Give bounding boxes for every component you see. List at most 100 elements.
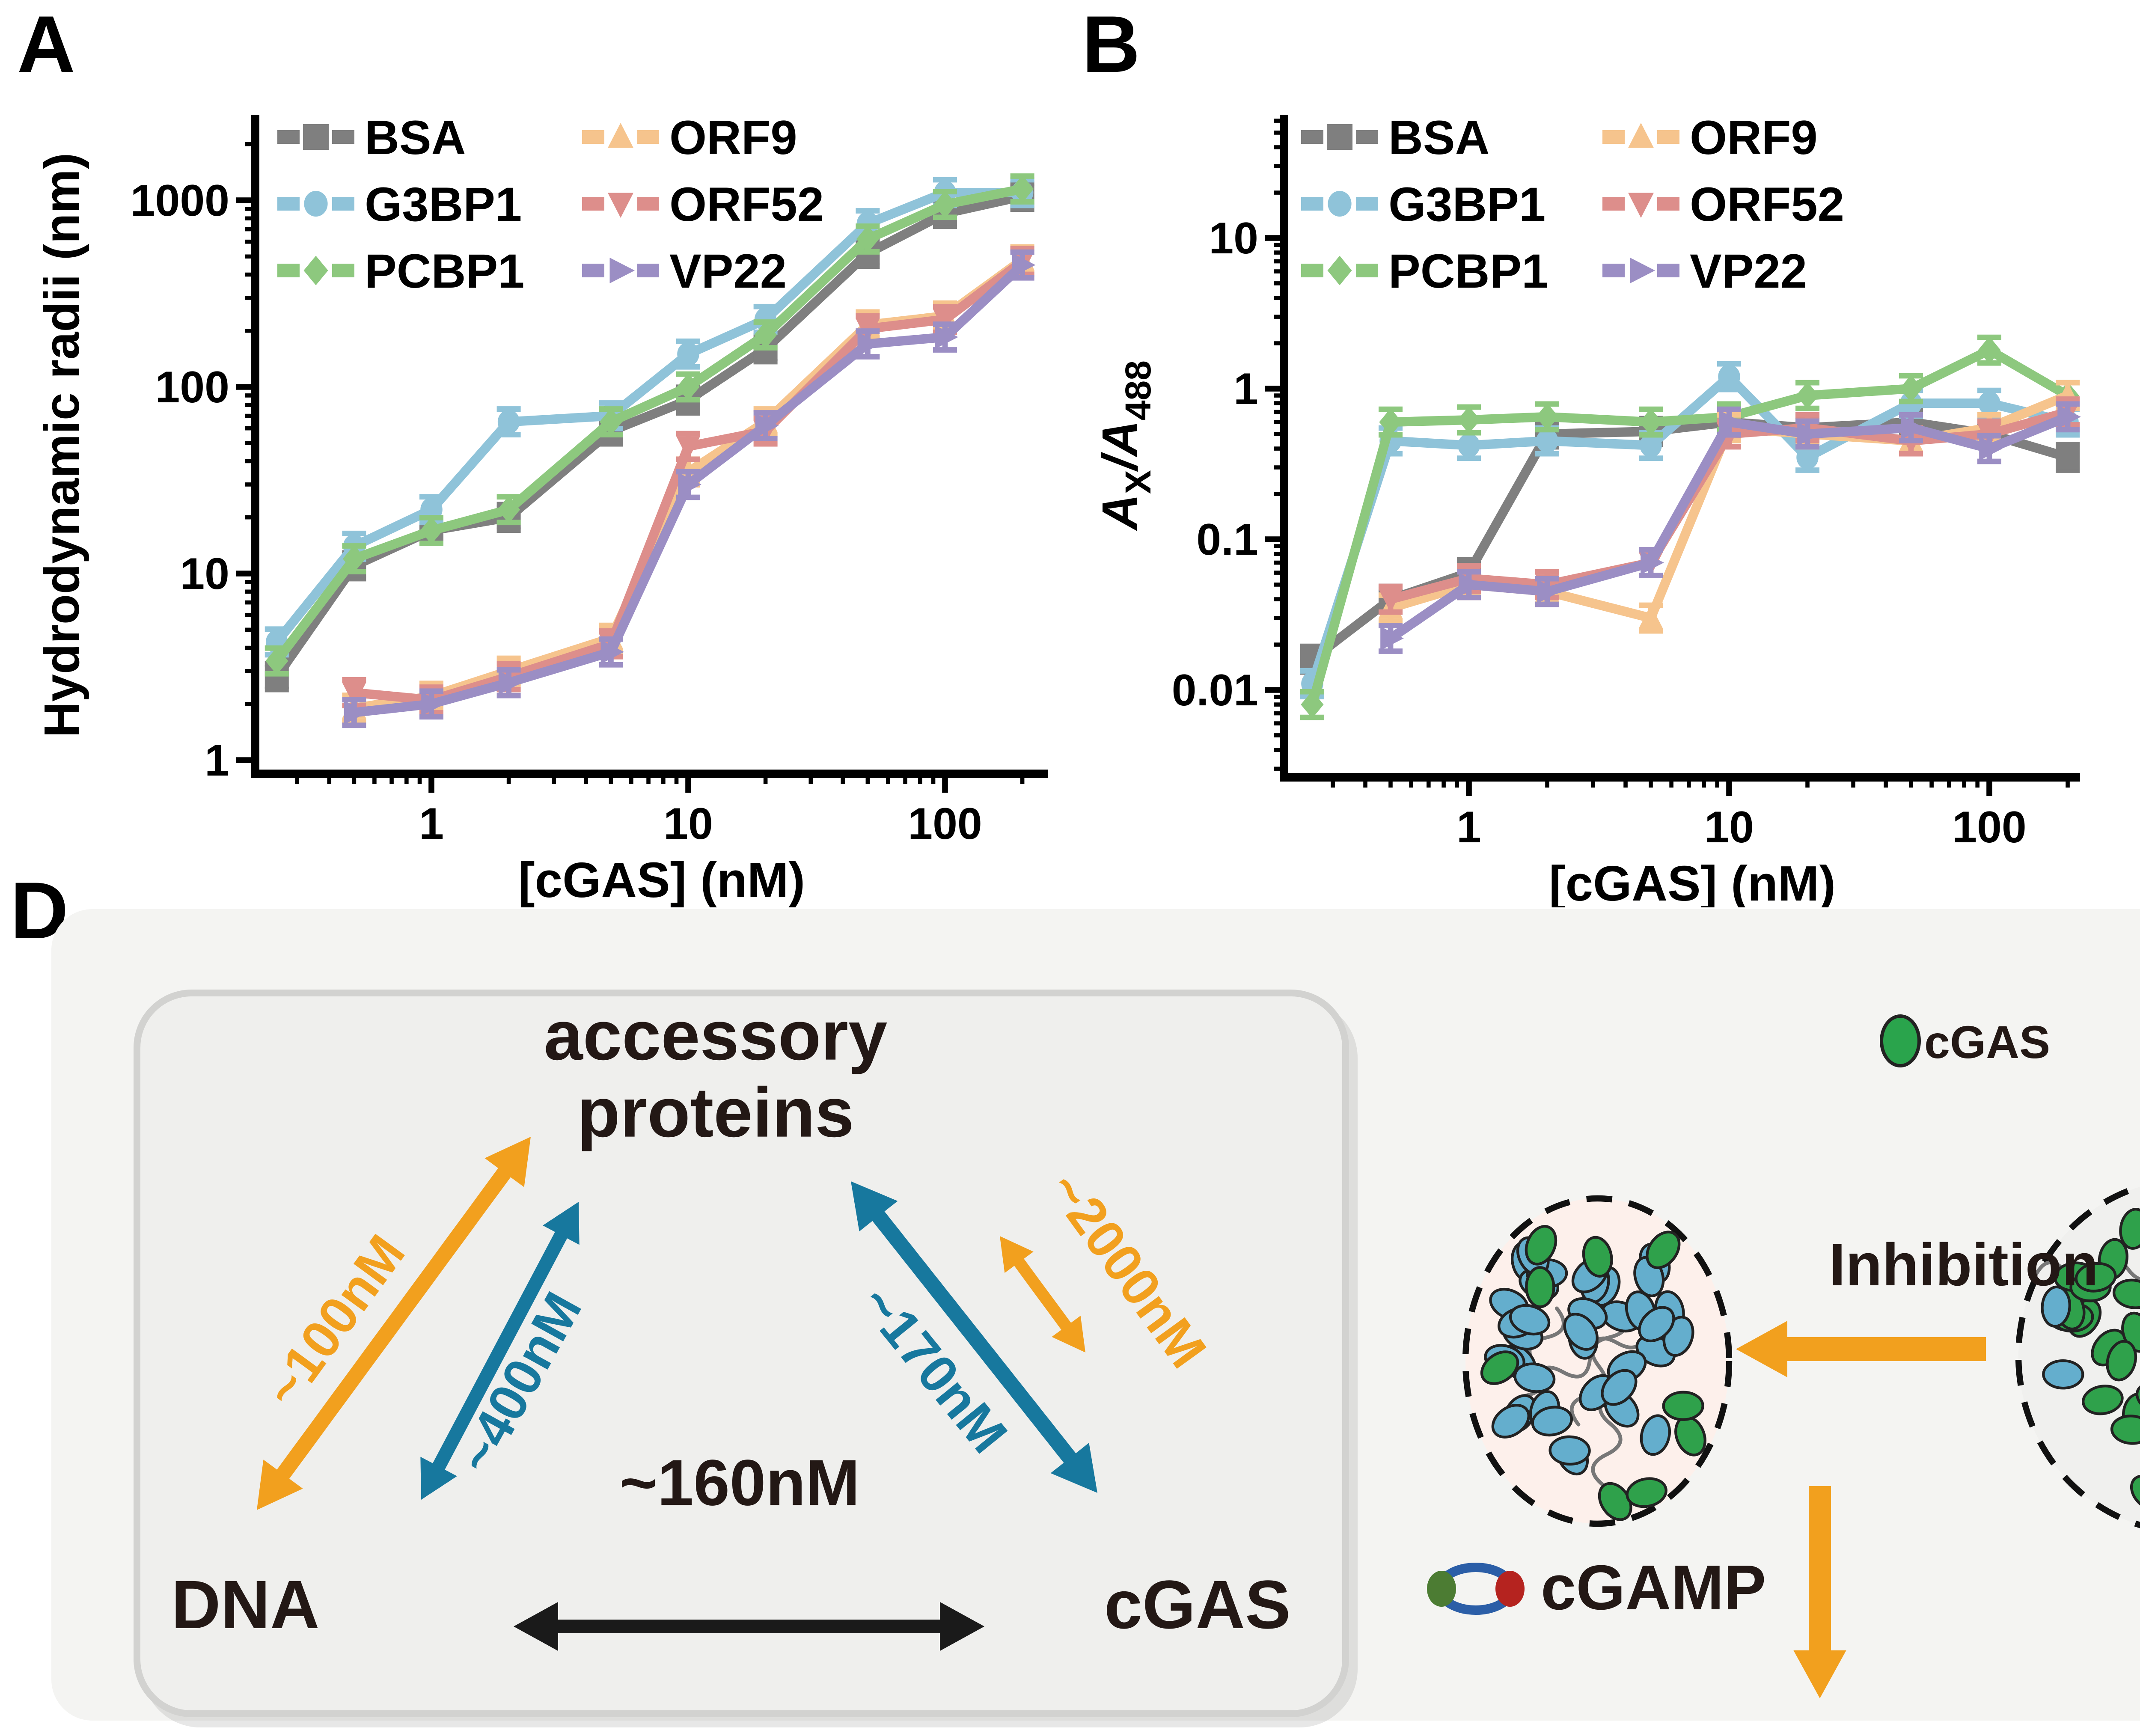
data-point-marker (933, 309, 957, 333)
data-point-marker (1457, 406, 1480, 434)
chart-panel-A: 1 1 10 10 100 100 1000 [cGAS] (nM) Hydrodynamic … (34, 111, 1048, 907)
data-point-marker (677, 373, 700, 401)
data-point-marker (342, 545, 366, 573)
data-point-marker (1458, 433, 1480, 458)
data-point-marker (676, 436, 700, 460)
data-point-marker (1301, 690, 1324, 719)
data-point-marker (1536, 429, 1558, 453)
data-point-marker (1796, 445, 1819, 470)
node-dna: DNA (171, 1568, 320, 1644)
svg-text:10: 10 (663, 799, 713, 849)
svg-text:100: 100 (1952, 803, 2027, 852)
data-point-marker (1328, 191, 1352, 217)
data-point-marker (1639, 408, 1662, 436)
data-point-marker (303, 256, 328, 285)
svg-text:100: 100 (155, 363, 229, 412)
data-point-marker (1459, 572, 1482, 597)
data-point-marker (1378, 589, 1403, 612)
data-point-marker (677, 342, 699, 366)
affinity-label-160nm: ~160nM (619, 1448, 860, 1521)
series-VP22 (342, 249, 1036, 728)
svg-text:1000: 1000 (131, 176, 229, 226)
x-axis-label: [cGAS] (nM) (518, 852, 805, 907)
inhibition-label: Inhibition (1829, 1232, 2098, 1299)
data-point-marker (1718, 365, 1740, 389)
legend-label-PCBP1: PCBP1 (365, 244, 524, 298)
data-point-marker (1901, 416, 1924, 440)
data-point-marker (857, 332, 881, 356)
data-point-marker (497, 410, 520, 434)
data-point-marker (1327, 124, 1352, 150)
legend-label-ORF9: ORF9 (1690, 111, 1818, 164)
data-point-marker (856, 225, 879, 253)
data-point-marker (1641, 550, 1664, 575)
y-axis-label: AX/A488 (1092, 360, 1158, 531)
data-point-marker (1012, 253, 1036, 277)
data-point-marker (303, 124, 329, 150)
data-point-marker (1978, 391, 2000, 416)
chart-panel-B: 0.01 0.1 1 1 10 10 100 [cGAS] (nM) AX/A488 BSA G3B… (1092, 111, 2081, 907)
legend: BSA G3BP1 PCBP1 ORF9 ORF52 VP22 (277, 111, 824, 298)
data-point-marker (1536, 403, 1559, 431)
legend-label-ORF52: ORF52 (669, 178, 824, 231)
legend-label-G3BP1: G3BP1 (1388, 178, 1546, 231)
legend-label-BSA: BSA (1388, 111, 1489, 164)
legend-label-G3BP1: G3BP1 (365, 178, 522, 231)
data-point-marker (1630, 258, 1655, 283)
data-point-marker (608, 193, 633, 218)
data-point-marker (1380, 626, 1404, 651)
data-point-marker (497, 496, 520, 523)
arrow (420, 1202, 580, 1500)
arrow (851, 1181, 1097, 1493)
data-point-marker (1978, 336, 2001, 364)
data-point-marker (420, 517, 443, 544)
data-point-marker (1899, 375, 1923, 403)
data-point-marker (304, 191, 328, 217)
panel-letter-a: A (17, 0, 75, 89)
legend-label-BSA: BSA (365, 111, 466, 164)
series-VP22 (1378, 401, 2081, 654)
data-point-marker (1628, 123, 1654, 148)
cgamp-icon (1427, 1563, 1525, 1615)
data-point-marker (754, 321, 777, 349)
data-point-marker (600, 640, 624, 664)
arrow (1736, 1321, 1986, 1377)
key-label-cgas: cGAS (1924, 1017, 2051, 1068)
svg-text:1: 1 (1233, 364, 1258, 414)
svg-text:10: 10 (1704, 803, 1754, 852)
svg-text:1: 1 (419, 799, 444, 849)
series-PCBP1 (265, 173, 1034, 677)
data-point-marker (1537, 580, 1560, 604)
data-point-marker (342, 682, 366, 706)
data-point-marker (1640, 433, 1662, 458)
y-axis-label: Hydrodynamic radii (nm) (34, 153, 89, 737)
legend: BSA G3BP1 PCBP1 ORF9 ORF52 VP22 (1301, 111, 1844, 298)
legend-label-PCBP1: PCBP1 (1388, 244, 1548, 298)
node-accessory-proteins: accessory proteins (544, 996, 888, 1152)
data-point-marker (2056, 445, 2080, 470)
data-point-marker (1379, 408, 1402, 436)
data-point-marker (935, 325, 958, 349)
cgamp-label-left: cGAMP (1541, 1553, 1766, 1623)
data-point-marker (421, 692, 445, 716)
arrow (1000, 1236, 1085, 1353)
svg-text:10: 10 (180, 549, 229, 599)
x-axis-label: [cGAS] (nM) (1549, 856, 1836, 907)
key-cgas-icon (1880, 1014, 1921, 1067)
data-point-marker (933, 190, 957, 218)
data-point-marker (609, 258, 635, 283)
data-point-marker (608, 123, 633, 148)
svg-text:0.01: 0.01 (1172, 666, 1258, 715)
charts-canvas: 1 1 10 10 100 100 1000 [cGAS] (nM) Hydrodynamic … (34, 111, 2081, 907)
data-point-marker (498, 671, 522, 695)
svg-text:0.1: 0.1 (1196, 515, 1258, 565)
arrow (1793, 1486, 1846, 1698)
data-point-marker (1719, 410, 1742, 434)
legend-label-ORF52: ORF52 (1690, 178, 1844, 231)
interaction-box (134, 990, 1349, 1717)
data-point-marker (755, 413, 779, 438)
data-point-marker (344, 700, 368, 725)
svg-text:1: 1 (205, 736, 229, 785)
